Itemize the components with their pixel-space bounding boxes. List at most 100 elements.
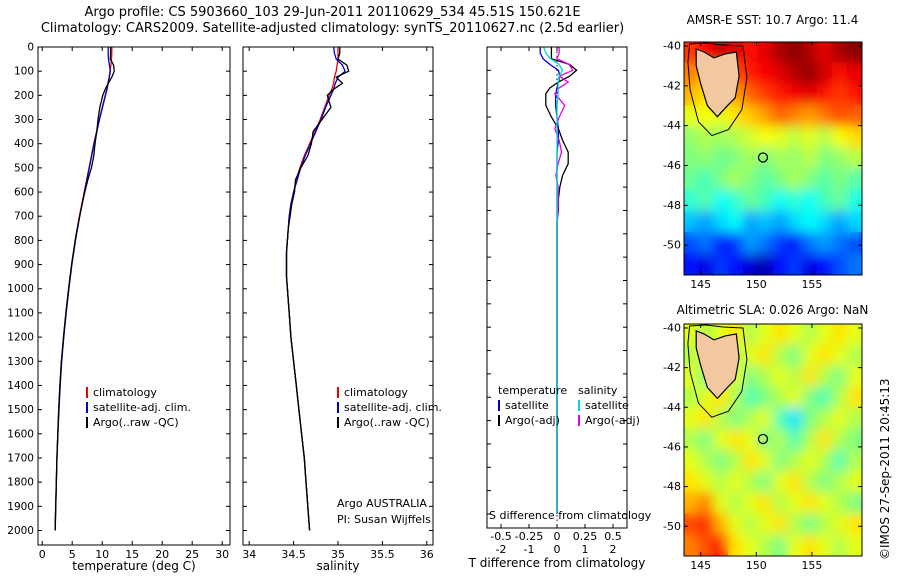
salinity-legend: climatology satellite-adj. clim. Argo(..… bbox=[337, 385, 442, 430]
heatmap-cell bbox=[742, 324, 759, 346]
heatmap-cell bbox=[772, 105, 789, 128]
heatmap-cell bbox=[772, 83, 789, 107]
heatmap-cell bbox=[787, 471, 804, 494]
tick-label: 900 bbox=[14, 259, 34, 271]
heatmap-cell bbox=[787, 211, 804, 234]
tick-label: 145 bbox=[690, 278, 711, 291]
heatmap-cell bbox=[846, 513, 862, 536]
legend-label: Argo(-adj) bbox=[505, 414, 560, 427]
heatmap-cell bbox=[817, 492, 833, 515]
heatmap-cell bbox=[831, 471, 848, 494]
heatmap-cell bbox=[831, 232, 848, 255]
heatmap-cell bbox=[802, 365, 818, 388]
tick-label: 1300 bbox=[7, 356, 34, 368]
sst-map-title: AMSR-E SST: 10.7 Argo: 11.4 bbox=[686, 13, 859, 27]
heatmap-cell bbox=[757, 189, 774, 212]
legend-item: satellite-adj. clim. bbox=[86, 400, 191, 415]
heatmap-cell bbox=[846, 450, 862, 473]
heatmap-smooth bbox=[684, 324, 862, 556]
heatmap-cell bbox=[802, 62, 818, 85]
heatmap-cell bbox=[757, 429, 774, 452]
heatmap-cell bbox=[728, 232, 744, 255]
figure-title-line1: Argo profile: CS 5903660_103 29-Jun-2011… bbox=[84, 5, 581, 20]
heatmap-cell bbox=[742, 534, 759, 556]
series-line-climatology bbox=[285, 47, 339, 531]
tick-label: -50 bbox=[663, 239, 681, 252]
heatmap-cell bbox=[684, 62, 700, 85]
heatmap-cell bbox=[713, 407, 729, 430]
heatmap-cell bbox=[772, 450, 789, 473]
heatmap-cell bbox=[831, 450, 848, 473]
heatmap-cell bbox=[772, 168, 789, 191]
heatmap-cell bbox=[846, 407, 862, 430]
axis-box bbox=[683, 323, 863, 557]
heatmap-cell bbox=[817, 365, 833, 388]
heatmap-cell bbox=[684, 211, 700, 234]
heatmap-cell bbox=[831, 429, 848, 452]
sla-map-panel: 145 150 155 -40 -42 -44 -46 -48 -50 bbox=[663, 321, 863, 572]
legend-label: Argo(..raw -QC) bbox=[93, 416, 179, 429]
heatmap-cell bbox=[728, 189, 744, 212]
heatmap-cell bbox=[802, 386, 818, 409]
tick-label: 300 bbox=[14, 114, 34, 126]
heatmap-cell bbox=[831, 189, 848, 212]
legend-swatch-satellite-adj bbox=[86, 402, 88, 413]
heatmap-cell bbox=[802, 324, 818, 346]
heatmap-cell bbox=[742, 492, 759, 515]
heatmap-cell bbox=[757, 147, 774, 170]
heatmap-cell bbox=[846, 147, 862, 170]
heatmap-cell bbox=[787, 386, 804, 409]
tick-label: 1100 bbox=[7, 307, 34, 319]
heatmap-cell bbox=[846, 83, 862, 107]
heatmap-cell bbox=[684, 232, 700, 255]
heatmap-cell bbox=[846, 168, 862, 191]
heatmap-cell bbox=[684, 429, 700, 452]
heatmap-cell bbox=[787, 105, 804, 128]
coastal-contour bbox=[687, 42, 748, 137]
legend-label: climatology bbox=[344, 386, 408, 399]
heatmap-cell bbox=[846, 492, 862, 515]
heatmap-cell bbox=[698, 471, 715, 494]
heatmap-cell bbox=[742, 407, 759, 430]
series-line-argo-raw-qc- bbox=[285, 47, 350, 531]
heatmap-cell bbox=[742, 211, 759, 234]
tick-label: 2000 bbox=[7, 525, 34, 537]
tick-label: 0.25 bbox=[573, 530, 598, 543]
heatmap-cell bbox=[742, 365, 759, 388]
heatmap-cell bbox=[742, 126, 759, 149]
heatmap-cell bbox=[698, 189, 715, 212]
heatmap-cell bbox=[728, 105, 744, 128]
heatmap-cell bbox=[698, 168, 715, 191]
heatmap-cell bbox=[817, 429, 833, 452]
tick-label: -1 bbox=[524, 543, 535, 556]
series-line-satellite bbox=[542, 47, 564, 514]
heatmap-cell bbox=[831, 492, 848, 515]
legend-swatch-climatology bbox=[337, 387, 339, 398]
heatmap-cell bbox=[713, 513, 729, 536]
tick-label: 800 bbox=[14, 235, 34, 247]
tick-label: -50 bbox=[663, 520, 681, 533]
series-line-climatology bbox=[54, 47, 113, 531]
heatmap-cell bbox=[742, 105, 759, 128]
pi-note: PI: Susan Wijffels bbox=[337, 513, 431, 526]
legend-swatch-satellite-adj bbox=[337, 402, 339, 413]
heatmap-cell bbox=[831, 126, 848, 149]
heatmap-cell bbox=[757, 386, 774, 409]
heatmap-cell bbox=[698, 211, 715, 234]
heatmap-cell bbox=[802, 83, 818, 107]
heatmap-cell bbox=[817, 189, 833, 212]
heatmap-cell bbox=[757, 126, 774, 149]
heatmap-cell bbox=[846, 105, 862, 128]
legend-label: satellite bbox=[505, 399, 549, 412]
heatmap-cell bbox=[802, 344, 818, 367]
legend-swatch-satellite bbox=[498, 400, 500, 411]
heatmap-cell bbox=[772, 534, 789, 556]
heatmap-cell bbox=[831, 211, 848, 234]
legend-swatch-climatology bbox=[86, 387, 88, 398]
heatmap-cell bbox=[802, 42, 818, 64]
series-line-satellite-adj-clim- bbox=[54, 47, 111, 531]
axis-box bbox=[683, 41, 863, 276]
tick-label: 100 bbox=[14, 66, 34, 78]
heatmap-cell bbox=[802, 534, 818, 556]
difference-panel: -0.5 -0.25 0 0.25 0.5 -2 -1 0 1 2 bbox=[486, 46, 628, 556]
